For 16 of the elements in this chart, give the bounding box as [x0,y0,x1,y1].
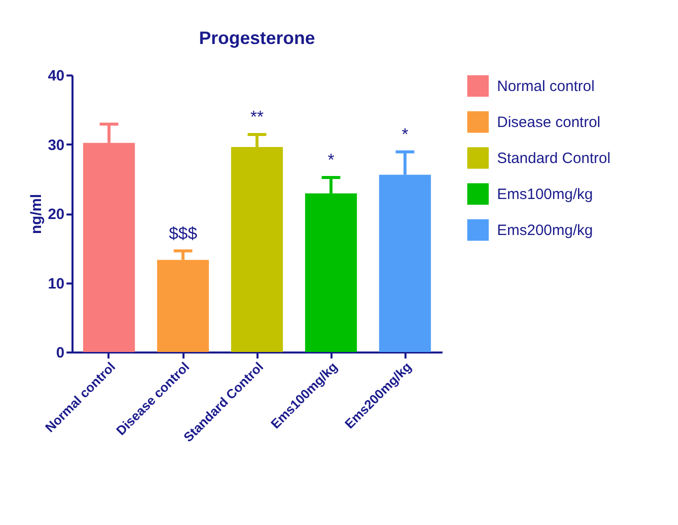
legend-label: Ems100mg/kg [497,186,593,203]
annotation: $$$ [168,224,198,243]
y-tick-label: 30 [48,136,64,154]
annotation: * [328,150,335,170]
y-tick-label: 20 [48,206,64,223]
legend-label: Standard Control [497,150,610,167]
annotation: ** [250,108,264,127]
annotation: * [402,124,409,144]
y-tick-label: 10 [48,275,64,292]
legend-label: Ems200mg/kg [497,222,593,239]
legend-label: Normal control [497,78,595,95]
chart-title: Progesterone [198,28,316,48]
legend-label: Disease control [497,114,600,131]
y-axis-title: ng/ml [28,194,45,234]
y-tick-label: 0 [56,344,64,362]
y-tick-label: 40 [48,68,64,84]
